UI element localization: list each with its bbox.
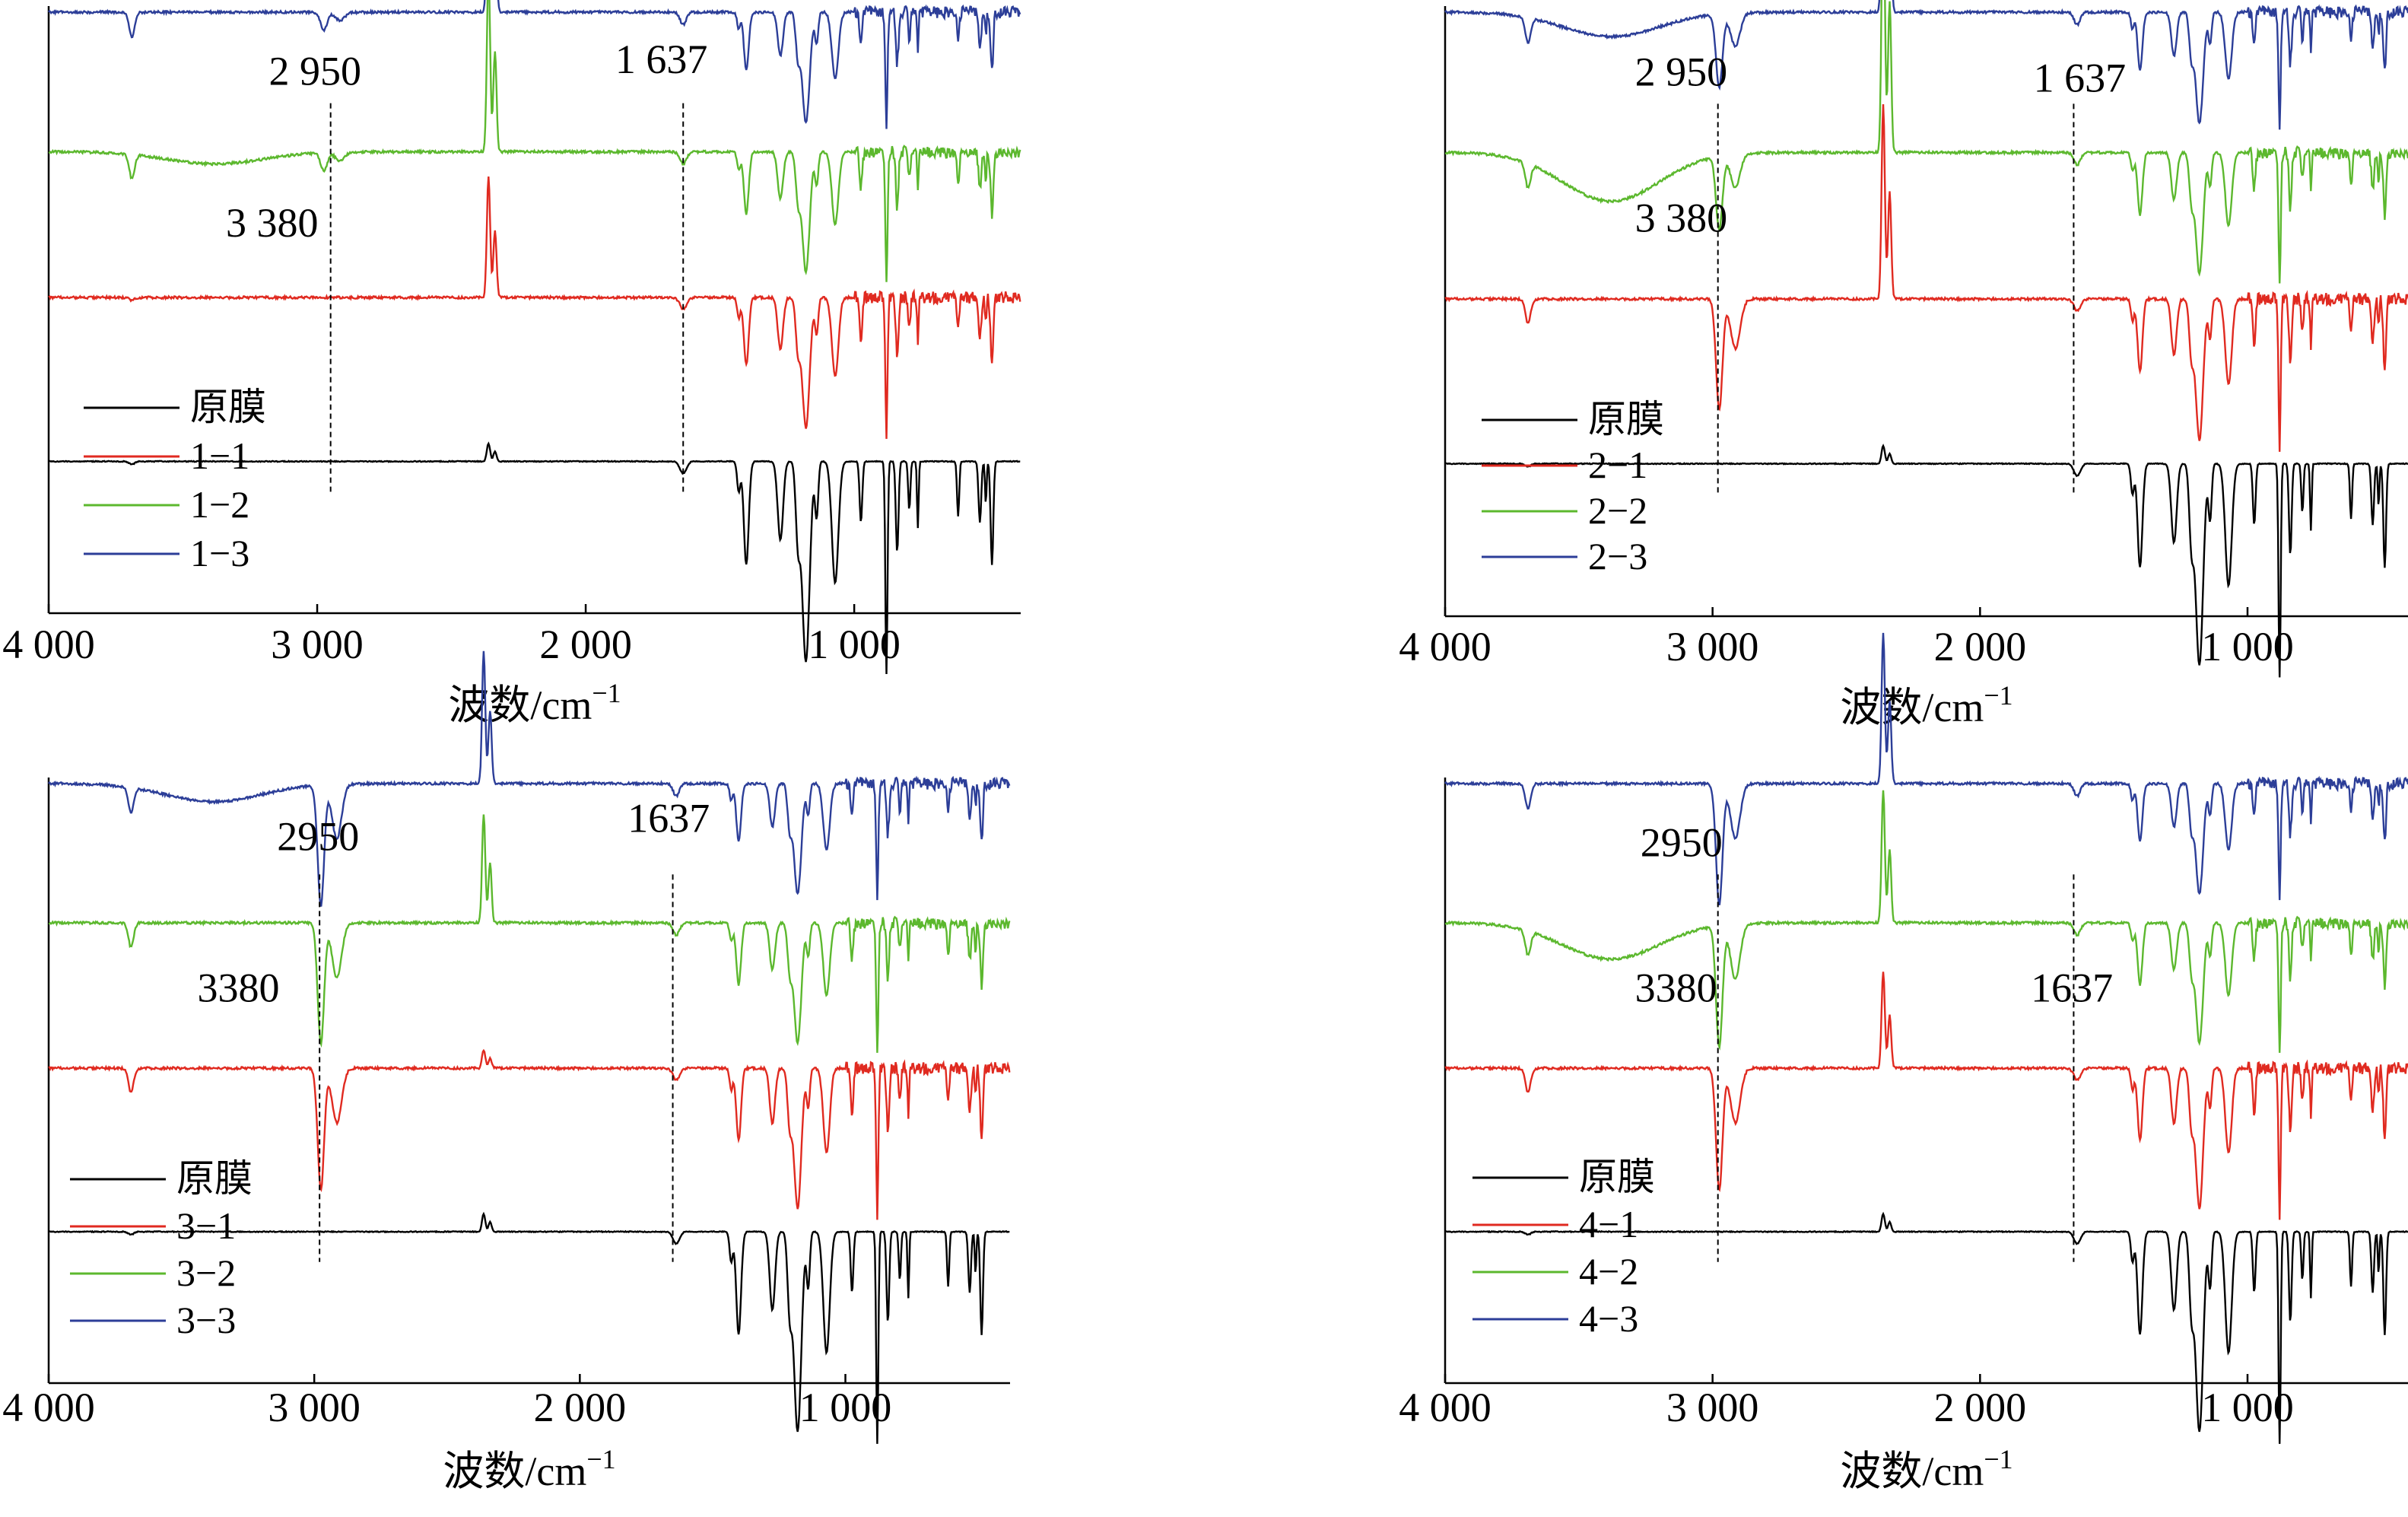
peak-annotation: 3380 (198, 965, 280, 1011)
spectrum-line-1 (48, 441, 1021, 675)
peak-annotation: 1637 (627, 796, 710, 841)
x-tick-label: 4 000 (2, 622, 95, 667)
x-tick-label: 2 000 (534, 1385, 627, 1430)
x-axis-title: 波数/cm−1 (448, 678, 621, 728)
x-tick-label: 4 000 (1399, 1385, 1491, 1430)
legend-label: 2−3 (1588, 535, 1647, 577)
spectrum-line-2 (48, 177, 1021, 439)
x-tick-label: 3 000 (271, 622, 364, 667)
legend-label: 原膜 (1588, 398, 1664, 440)
x-axis-title: 波数/cm−1 (1840, 1444, 2012, 1494)
spectrum-line-1 (48, 1211, 1010, 1444)
x-tick-label: 3 000 (1666, 1385, 1759, 1430)
x-tick-label: 3 000 (268, 1385, 361, 1430)
spectrum-line-2 (1444, 103, 2408, 452)
peak-annotation: 2950 (277, 814, 359, 860)
legend-label: 原膜 (1579, 1156, 1655, 1198)
legend-label: 4−1 (1579, 1203, 1638, 1245)
x-axis-title: 波数/cm−1 (443, 1444, 615, 1494)
spectrum-line-1 (1444, 1211, 2408, 1444)
x-tick-label: 2 000 (539, 622, 632, 667)
peak-annotation: 3 380 (226, 200, 319, 246)
x-tick-label: 4 000 (1399, 624, 1491, 669)
peak-annotation: 1637 (2031, 965, 2113, 1011)
spectrum-line-3 (1444, 0, 2408, 284)
legend-label: 3−3 (176, 1299, 236, 1341)
x-tick-label: 2 000 (1934, 624, 2027, 669)
peak-annotation: 2 950 (1635, 49, 1728, 94)
spectrum-line-4 (1444, 632, 2408, 906)
legend-label: 1−3 (190, 532, 249, 574)
peak-annotation: 2950 (1641, 819, 1723, 865)
peak-annotation: 3 380 (1635, 196, 1728, 241)
spectrum-line-2 (1444, 972, 2408, 1220)
peak-annotation: 2 950 (268, 49, 361, 94)
spectrum-line-4 (48, 650, 1011, 907)
spectrum-line-3 (48, 0, 1021, 282)
legend-label: 2−1 (1588, 444, 1647, 486)
spectrum-line-4 (1444, 0, 2408, 130)
x-tick-label: 2 000 (1934, 1385, 2027, 1430)
peak-annotation: 1 637 (615, 37, 708, 82)
legend-label: 3−1 (176, 1204, 236, 1247)
legend-label: 1−2 (190, 483, 249, 526)
legend-label: 1−1 (190, 434, 249, 477)
panel-3-chart: 4 000 3 000 2 000 1 000波数/cm−1295033801637原… (2, 650, 1011, 1494)
legend-label: 3−2 (176, 1251, 236, 1294)
legend-label: 2−2 (1588, 489, 1647, 532)
spectrum-line-3 (1444, 790, 2408, 1053)
spectrum-line-3 (48, 814, 1011, 1053)
spectrum-line-1 (1444, 444, 2408, 678)
legend-label: 原膜 (176, 1157, 253, 1200)
legend-label: 4−2 (1579, 1250, 1638, 1293)
x-tick-label: 3 000 (1666, 624, 1759, 669)
x-axis-title: 波数/cm−1 (1840, 680, 2012, 730)
x-tick-label: 4 000 (2, 1385, 95, 1430)
legend-label: 4−3 (1579, 1297, 1638, 1340)
peak-annotation: 3380 (1635, 965, 1717, 1011)
legend-label: 原膜 (190, 386, 266, 428)
spectrum-line-2 (48, 1048, 1011, 1220)
peak-annotation: 1 637 (2034, 55, 2127, 100)
spectrum-line-4 (48, 0, 1021, 129)
